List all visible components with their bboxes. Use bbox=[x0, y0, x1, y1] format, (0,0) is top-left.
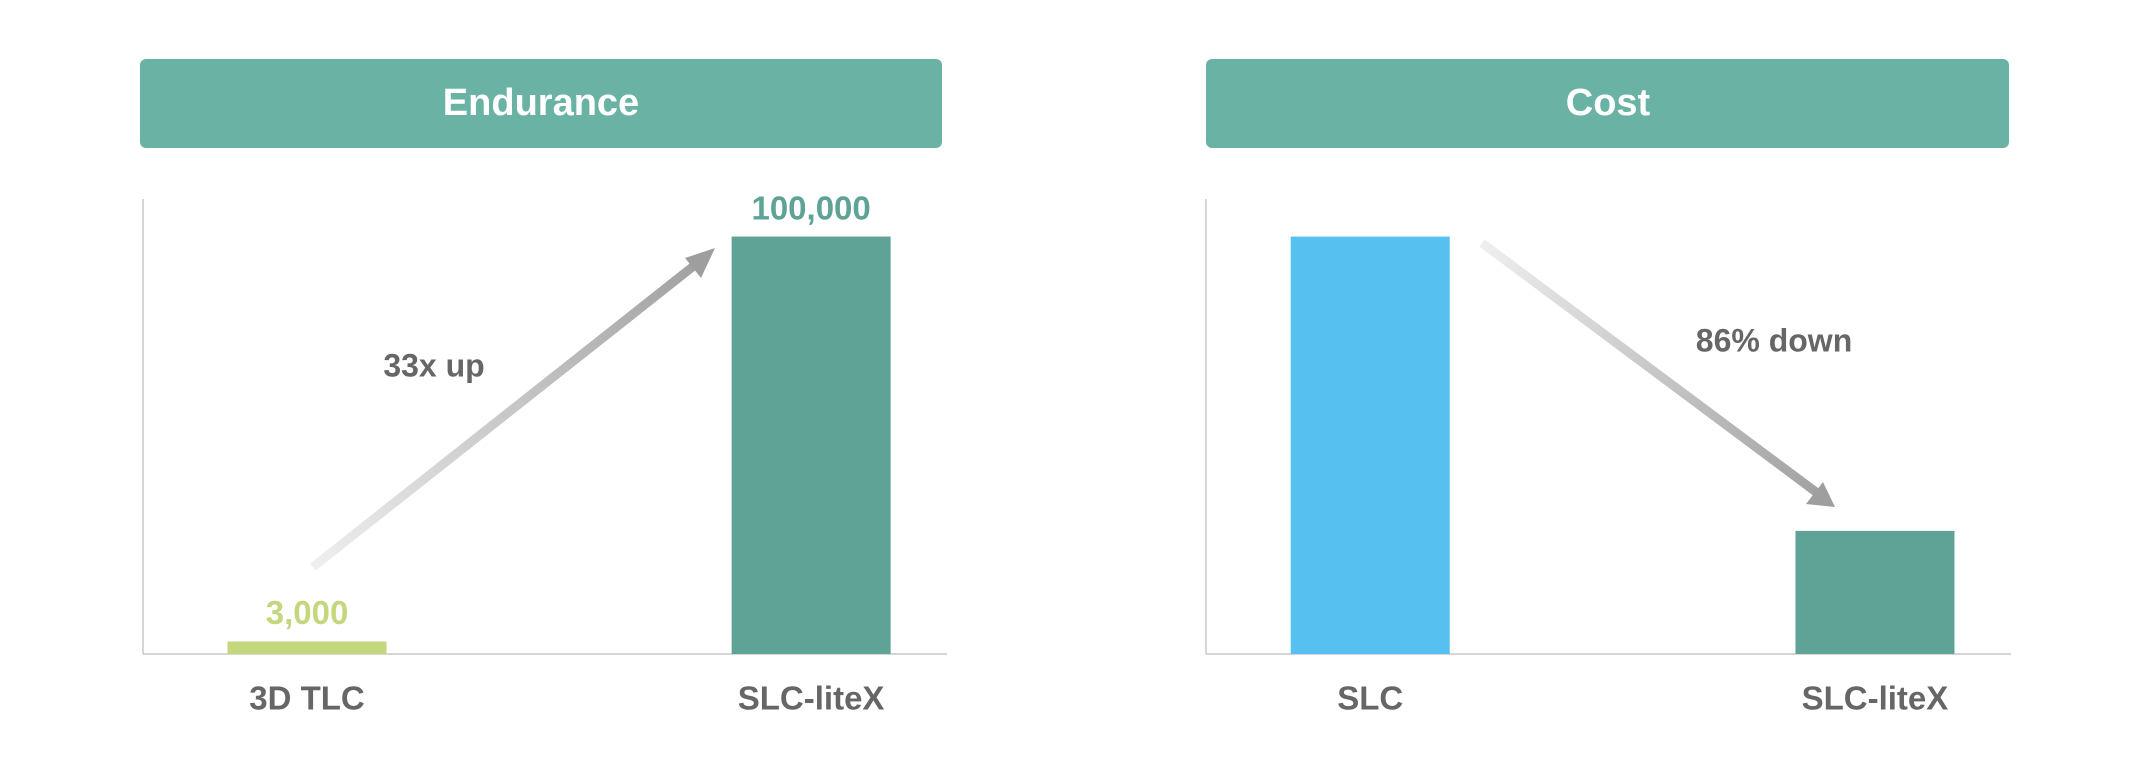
arrow-head bbox=[1806, 482, 1835, 507]
header-box bbox=[1206, 59, 2009, 148]
x-tick-label: SLC-liteX bbox=[1802, 680, 1949, 717]
panel-endurance: Endurance 33x up bbox=[140, 59, 947, 655]
annotation: 86% down bbox=[1696, 322, 1852, 358]
bar bbox=[1795, 530, 1955, 654]
chart-title: Endurance bbox=[443, 82, 639, 124]
value-label: 3,000 bbox=[266, 594, 349, 631]
value-label: 100,000 bbox=[751, 189, 870, 226]
arrow-head bbox=[685, 248, 715, 278]
bar bbox=[731, 236, 891, 655]
arrow bbox=[1479, 239, 1823, 499]
annotation: 33x up bbox=[383, 347, 484, 383]
x-tick-label: SLC-liteX bbox=[738, 680, 885, 717]
header-box bbox=[140, 59, 942, 148]
panel-cost: Cost 86% down bbox=[1205, 59, 2011, 655]
x-tick-label: 3D TLC bbox=[249, 680, 365, 717]
chart-title: Cost bbox=[1566, 82, 1651, 124]
arrow bbox=[310, 257, 703, 571]
bar bbox=[1290, 236, 1450, 655]
x-tick-label: SLC bbox=[1337, 680, 1403, 717]
bar bbox=[227, 641, 387, 654]
